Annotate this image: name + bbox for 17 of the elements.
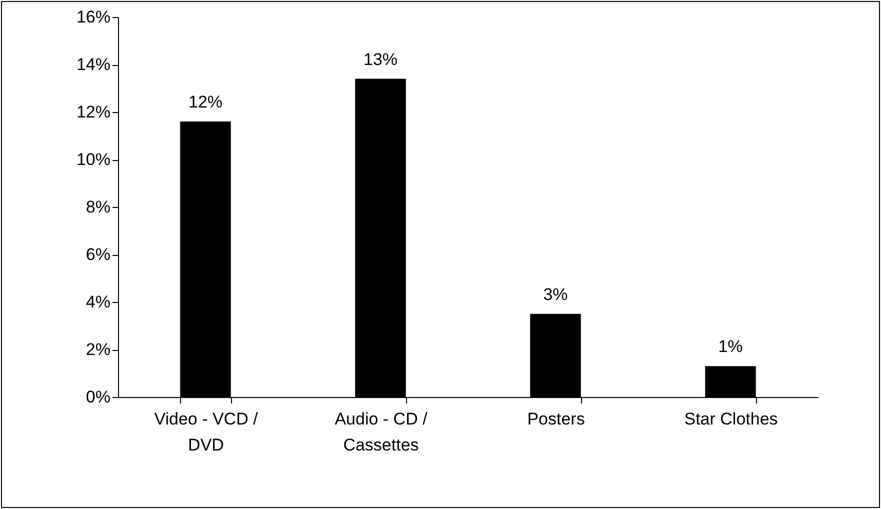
y-tick-label: 12% — [76, 102, 110, 122]
data-label: 12% — [188, 92, 223, 112]
x-tick-label: Video - VCD / DVD — [154, 410, 258, 454]
y-tick-label: 0% — [86, 388, 110, 406]
x-tick-label: Audio - CD / Cassettes — [334, 410, 428, 454]
y-tick-label: 8% — [86, 198, 110, 216]
y-tick-label: 2% — [86, 340, 110, 359]
y-tick-label: 16% — [76, 8, 110, 26]
x-tick-label: Posters — [527, 410, 585, 428]
y-tick-label: 4% — [86, 292, 110, 312]
y-tick-label: 10% — [76, 150, 110, 169]
x-tick-label: Star Clothes — [684, 410, 778, 428]
y-tick-label: 14% — [76, 55, 110, 74]
data-label: 13% — [363, 50, 398, 69]
data-label: 1% — [718, 337, 743, 356]
data-label: 3% — [543, 284, 568, 304]
y-tick-label: 6% — [86, 245, 110, 264]
